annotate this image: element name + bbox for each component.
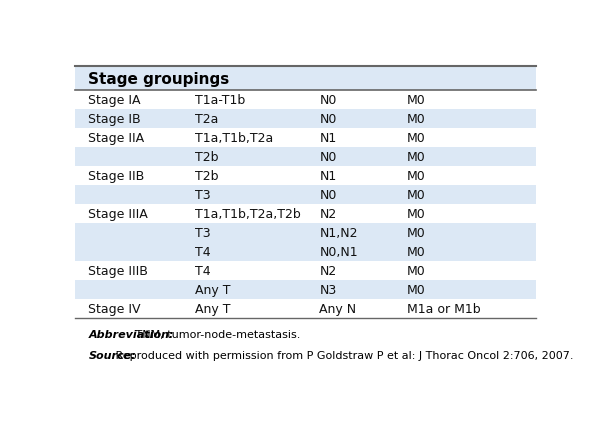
Text: M0: M0 xyxy=(407,113,426,126)
FancyBboxPatch shape xyxy=(74,185,536,204)
Text: N2: N2 xyxy=(319,265,337,278)
Text: Stage IIIA: Stage IIIA xyxy=(88,208,148,221)
Text: M0: M0 xyxy=(407,151,426,164)
Text: T1a,T1b,T2a: T1a,T1b,T2a xyxy=(194,132,273,145)
FancyBboxPatch shape xyxy=(74,280,536,299)
Text: M0: M0 xyxy=(407,227,426,240)
FancyBboxPatch shape xyxy=(74,166,536,185)
Text: M0: M0 xyxy=(407,246,426,259)
Text: T1a-T1b: T1a-T1b xyxy=(194,94,245,107)
Text: Stage IIA: Stage IIA xyxy=(88,132,144,145)
Text: Reproduced with permission from P Goldstraw P et al: J Thorac Oncol 2:706, 2007.: Reproduced with permission from P Goldst… xyxy=(111,351,573,361)
Text: TNM, tumor-node-metastasis.: TNM, tumor-node-metastasis. xyxy=(132,330,300,340)
Text: T3: T3 xyxy=(194,227,210,240)
Text: T4: T4 xyxy=(194,265,210,278)
Text: N0: N0 xyxy=(319,113,337,126)
FancyBboxPatch shape xyxy=(74,90,536,109)
Text: T1a,T1b,T2a,T2b: T1a,T1b,T2a,T2b xyxy=(194,208,300,221)
Text: M0: M0 xyxy=(407,132,426,145)
FancyBboxPatch shape xyxy=(74,147,536,166)
Text: N1,N2: N1,N2 xyxy=(319,227,358,240)
Text: N3: N3 xyxy=(319,284,337,297)
Text: Stage IIB: Stage IIB xyxy=(88,170,145,183)
Text: M1a or M1b: M1a or M1b xyxy=(407,303,481,316)
Text: T2a: T2a xyxy=(194,113,218,126)
Text: M0: M0 xyxy=(407,265,426,278)
Text: N0: N0 xyxy=(319,94,337,107)
FancyBboxPatch shape xyxy=(74,128,536,147)
FancyBboxPatch shape xyxy=(74,242,536,261)
Text: Abbreviation:: Abbreviation: xyxy=(88,330,174,340)
Text: T4: T4 xyxy=(194,246,210,259)
Text: Stage IIIB: Stage IIIB xyxy=(88,265,148,278)
FancyBboxPatch shape xyxy=(74,261,536,280)
Text: Source:: Source: xyxy=(88,351,136,361)
FancyBboxPatch shape xyxy=(74,204,536,223)
Text: Stage IB: Stage IB xyxy=(88,113,141,126)
Text: N2: N2 xyxy=(319,208,337,221)
Text: N1: N1 xyxy=(319,170,337,183)
Text: Stage IV: Stage IV xyxy=(88,303,141,316)
Text: Stage IA: Stage IA xyxy=(88,94,141,107)
Text: Any N: Any N xyxy=(319,303,356,316)
Text: Stage groupings: Stage groupings xyxy=(88,72,229,87)
Text: M0: M0 xyxy=(407,189,426,202)
Text: N0: N0 xyxy=(319,151,337,164)
Text: M0: M0 xyxy=(407,284,426,297)
Text: M0: M0 xyxy=(407,94,426,107)
Text: T2b: T2b xyxy=(194,170,218,183)
Text: T3: T3 xyxy=(194,189,210,202)
FancyBboxPatch shape xyxy=(74,223,536,242)
Text: N0,N1: N0,N1 xyxy=(319,246,358,259)
FancyBboxPatch shape xyxy=(74,299,536,318)
Text: Any T: Any T xyxy=(194,284,230,297)
Text: Any T: Any T xyxy=(194,303,230,316)
Text: N1: N1 xyxy=(319,132,337,145)
FancyBboxPatch shape xyxy=(74,66,536,90)
Text: M0: M0 xyxy=(407,208,426,221)
Text: N0: N0 xyxy=(319,189,337,202)
Text: T2b: T2b xyxy=(194,151,218,164)
Text: M0: M0 xyxy=(407,170,426,183)
FancyBboxPatch shape xyxy=(74,109,536,128)
